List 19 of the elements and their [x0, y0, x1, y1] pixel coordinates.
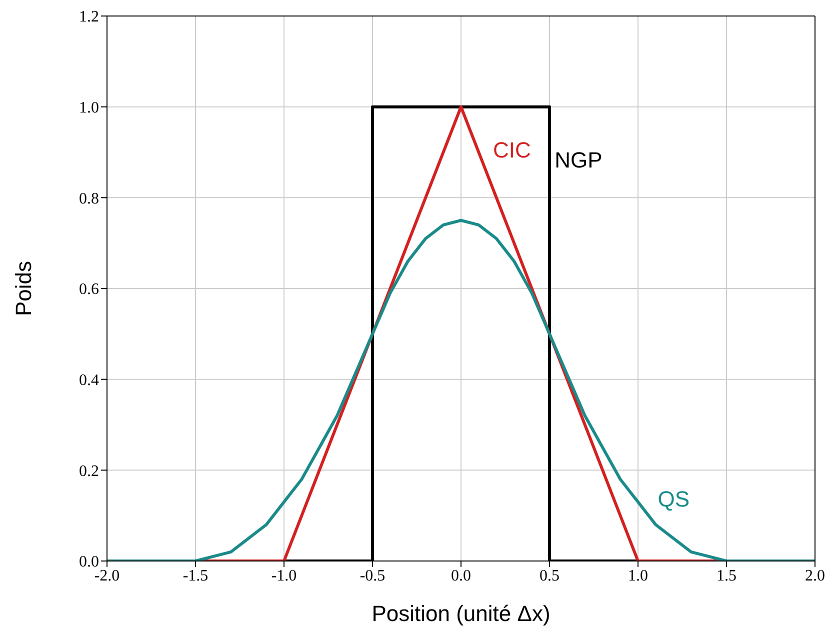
y-tick-label: 1.0: [79, 100, 99, 117]
x-tick-label: -0.5: [360, 567, 386, 584]
x-axis-title: Position (unité Δx): [372, 601, 550, 626]
y-tick-label: 1.2: [79, 8, 99, 26]
x-tick-label: 0.5: [540, 567, 560, 584]
x-tick-label: -1.0: [271, 567, 297, 584]
y-tick-label: 0.8: [79, 190, 99, 208]
x-tick-label: 0.0: [451, 567, 471, 584]
series-label: CIC: [493, 138, 532, 163]
x-tick-label: 2.0: [805, 567, 825, 584]
y-axis-title: Poids: [10, 260, 36, 316]
y-tick-label: 0.4: [79, 372, 99, 390]
y-tick-label: 0.2: [79, 462, 99, 480]
x-tick-label: -1.5: [182, 567, 208, 584]
series-label: NGP: [554, 148, 602, 173]
x-tick-label: 1.5: [716, 567, 736, 584]
series-label: QS: [658, 486, 690, 512]
y-tick-label: 0.6: [79, 281, 99, 298]
x-tick-label: 1.0: [628, 567, 648, 584]
